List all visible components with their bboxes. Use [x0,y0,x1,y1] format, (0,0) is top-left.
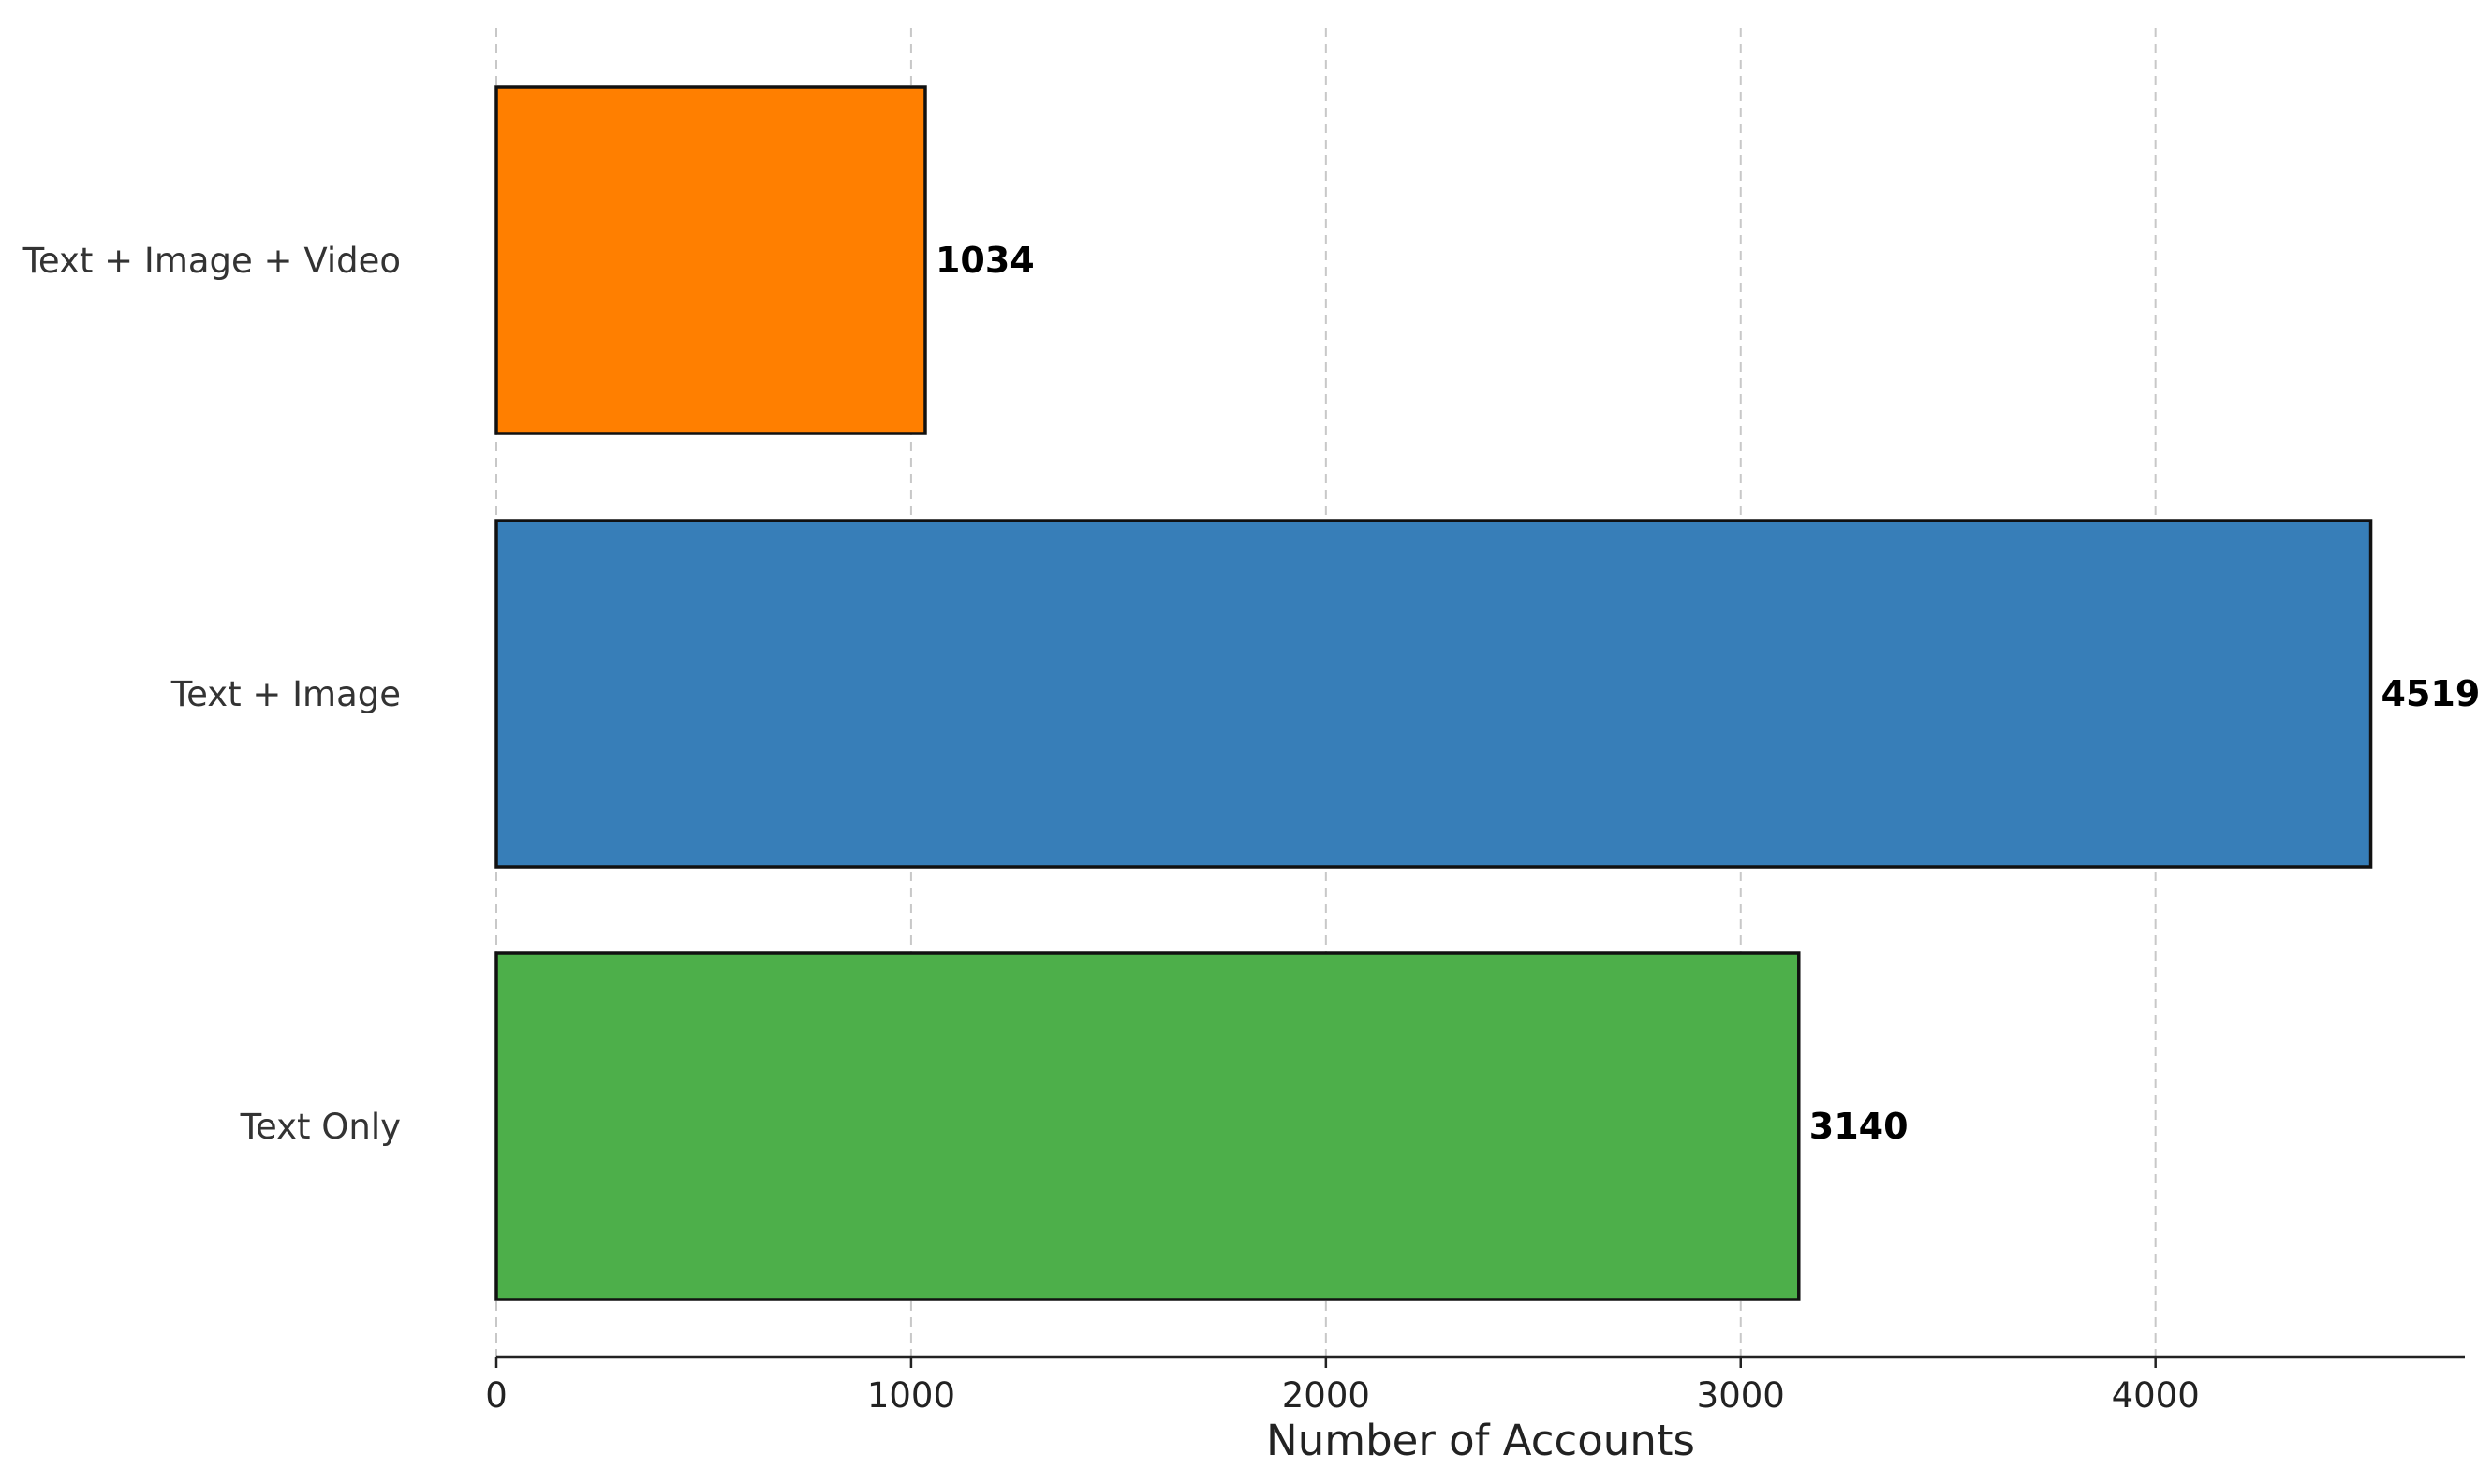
bar-layer [494,85,2373,1301]
label-layer: Text + Image + Video 1034 Text + Image 4519… [22,240,2481,1147]
category-label-text-only: Text Only [240,1107,401,1147]
x-axis-title: Number of Accounts [1266,1416,1695,1465]
x-tick-label-4000: 4000 [2112,1375,2200,1416]
value-label-text-image-video: 1034 [936,240,1035,281]
x-tick-label-1000: 1000 [867,1375,955,1416]
category-label-text-image: Text + Image [170,674,401,714]
bar-text-image [494,519,2373,869]
bar-text-image-video [494,85,927,435]
x-tick-label-2000: 2000 [1282,1375,1370,1416]
value-label-text-only: 3140 [1809,1106,1909,1147]
category-label-text-image-video: Text + Image + Video [22,241,401,281]
x-tick-label-3000: 3000 [1697,1375,1785,1416]
value-label-text-image: 4519 [2381,673,2481,714]
bar-text-only [494,951,1801,1301]
x-tick-label-0: 0 [485,1375,508,1416]
x-axis: 0 1000 2000 3000 4000 [485,1355,2465,1416]
